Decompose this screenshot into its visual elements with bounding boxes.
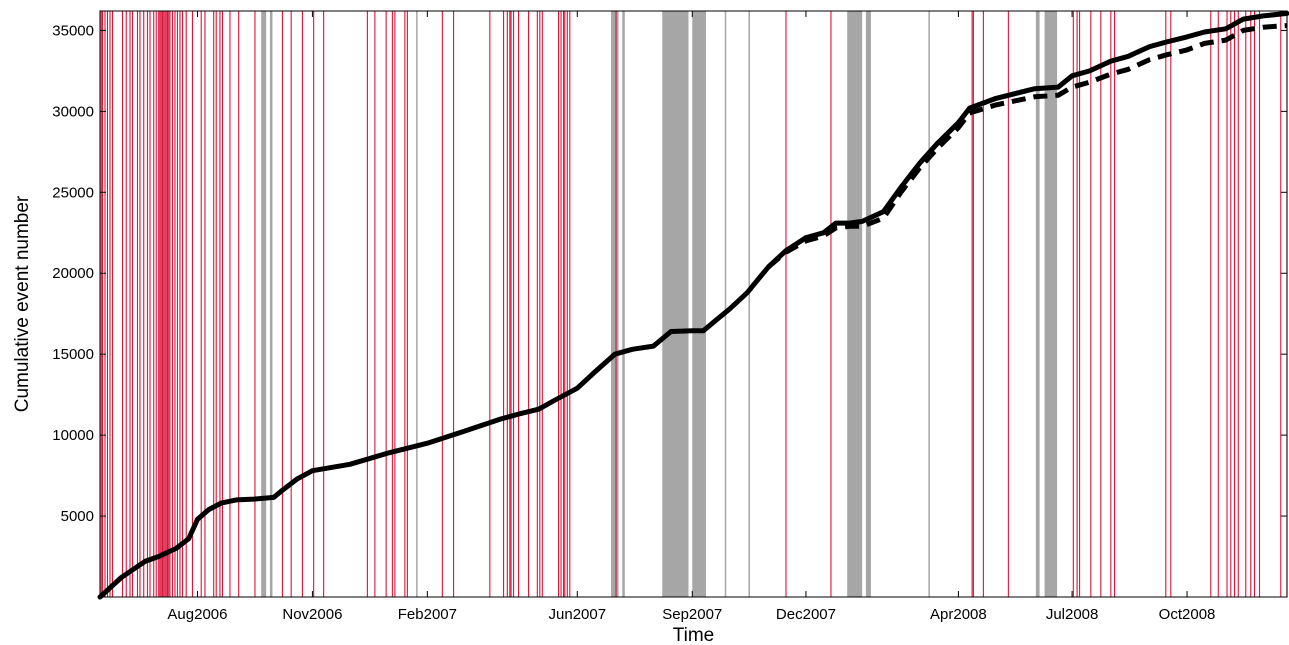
gray-band	[692, 11, 706, 597]
gray-band	[416, 11, 418, 597]
gray-band	[1044, 11, 1058, 597]
x-tick-label: Nov2006	[282, 606, 342, 623]
x-tick-label: Sep2007	[662, 606, 722, 623]
red-event-lines	[100, 11, 1288, 597]
gray-band	[724, 11, 727, 597]
y-tick-label: 30000	[52, 103, 94, 120]
gray-band	[847, 11, 863, 597]
y-tick-label: 20000	[52, 265, 94, 282]
y-tick-label: 15000	[52, 346, 94, 363]
x-tick-label: Jun2007	[549, 606, 607, 623]
gray-band	[748, 11, 750, 597]
x-axis-ticks: Aug2006 Nov2006 Feb2007 Jun2007 Sep2007 Dec20…	[167, 11, 1215, 623]
y-axis-ticks: 5000 10000 15000 20000 25000 30000 35000	[52, 22, 1287, 525]
x-tick-label: Jul2008	[1046, 606, 1099, 623]
solid-series-line	[97, 10, 1289, 600]
gray-band	[622, 11, 625, 597]
gray-band	[1035, 11, 1040, 597]
y-tick-label: 10000	[52, 427, 94, 444]
y-tick-label: 25000	[52, 184, 94, 201]
x-tick-label: Oct2008	[1159, 606, 1216, 623]
plot-axes	[99, 10, 1288, 598]
gray-gap-bands	[261, 11, 1058, 597]
gray-band	[611, 11, 619, 597]
series-lines	[97, 10, 1289, 600]
gray-band	[269, 11, 273, 597]
gray-band	[928, 11, 930, 597]
dashed-series-line	[766, 23, 1288, 269]
plot-frame	[99, 10, 1288, 598]
gray-band	[865, 11, 871, 597]
y-axis-label: Cumulative event number	[12, 195, 33, 412]
x-tick-label: Feb2007	[398, 606, 457, 623]
y-tick-label: 5000	[61, 508, 94, 525]
gray-band	[261, 11, 267, 597]
x-tick-label: Dec2007	[776, 606, 836, 623]
x-axis-label: Time	[673, 625, 715, 645]
gray-band	[662, 11, 689, 597]
x-tick-label: Aug2006	[167, 606, 227, 623]
y-tick-label: 35000	[52, 22, 94, 39]
x-tick-label: Apr2008	[930, 606, 987, 623]
